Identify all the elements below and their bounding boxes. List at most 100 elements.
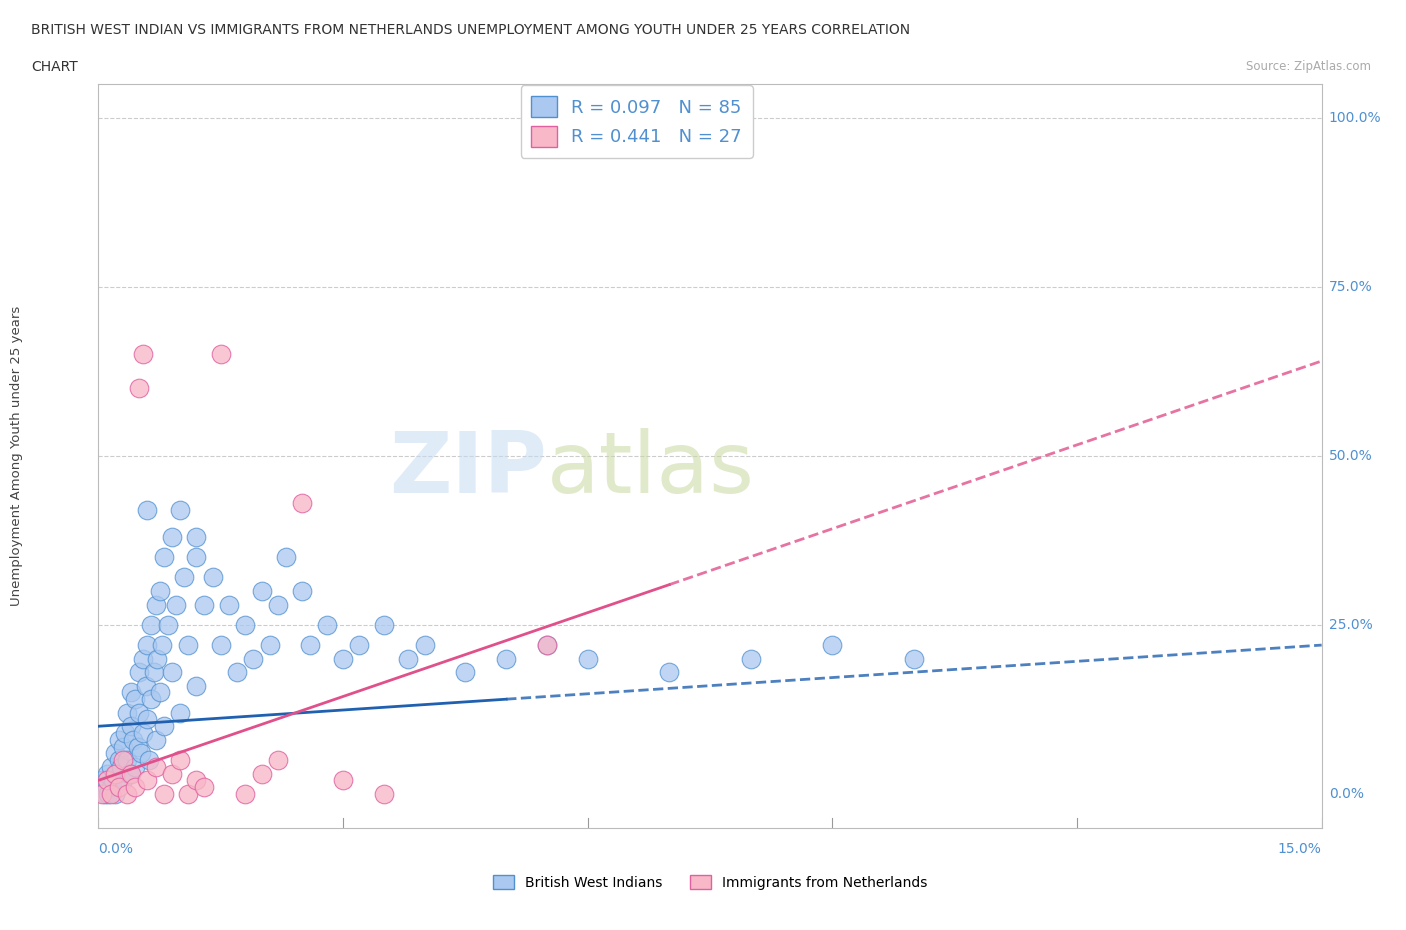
Point [145, 760, 167, 775]
Legend: British West Indians, Immigrants from Netherlands: British West Indians, Immigrants from Ne… [488, 870, 932, 896]
Point [267, 752, 290, 767]
Point [740, 651, 762, 666]
Point [118, 766, 141, 781]
Point [91, 787, 114, 802]
Point [160, 766, 183, 781]
Point [108, 732, 131, 747]
Text: atlas: atlas [547, 428, 755, 511]
Point [169, 752, 191, 767]
Point [136, 638, 159, 653]
Point [145, 732, 167, 747]
Point [332, 773, 354, 788]
Point [100, 779, 122, 794]
Point [373, 787, 395, 802]
Point [658, 665, 681, 680]
Point [536, 638, 558, 653]
Point [111, 739, 134, 754]
Point [209, 347, 232, 362]
Point [132, 725, 155, 740]
Point [115, 705, 138, 720]
Point [104, 766, 127, 781]
Point [259, 638, 281, 653]
Point [152, 787, 174, 802]
Point [332, 651, 354, 666]
Text: 100.0%: 100.0% [1329, 111, 1381, 125]
Point [135, 678, 157, 693]
Point [454, 665, 477, 680]
Point [114, 725, 136, 740]
Point [104, 787, 127, 802]
Point [101, 773, 124, 788]
Point [111, 773, 134, 788]
Point [96, 766, 118, 781]
Point [193, 597, 215, 612]
Point [150, 638, 173, 653]
Point [136, 773, 159, 788]
Point [141, 692, 163, 707]
Point [218, 597, 240, 612]
Point [132, 651, 155, 666]
Point [138, 752, 160, 767]
Point [152, 719, 174, 734]
Point [121, 732, 143, 747]
Point [160, 529, 183, 544]
Point [108, 752, 131, 767]
Point [226, 665, 249, 680]
Point [186, 550, 208, 565]
Point [186, 529, 208, 544]
Text: Source: ZipAtlas.com: Source: ZipAtlas.com [1246, 60, 1371, 73]
Point [193, 779, 215, 794]
Point [128, 380, 150, 395]
Point [903, 651, 925, 666]
Text: 25.0%: 25.0% [1329, 618, 1372, 631]
Point [177, 638, 200, 653]
Point [124, 760, 146, 775]
Point [124, 692, 146, 707]
Point [173, 570, 195, 585]
Point [233, 787, 256, 802]
Point [152, 550, 174, 565]
Point [145, 597, 167, 612]
Point [160, 665, 183, 680]
Point [413, 638, 436, 653]
Point [267, 597, 290, 612]
Point [149, 685, 172, 700]
Point [156, 618, 179, 632]
Point [576, 651, 599, 666]
Point [177, 787, 200, 802]
Point [233, 618, 256, 632]
Point [132, 347, 155, 362]
Text: Unemployment Among Youth under 25 years: Unemployment Among Youth under 25 years [10, 306, 24, 605]
Point [108, 779, 131, 794]
Point [105, 766, 128, 781]
Point [250, 583, 273, 598]
Point [349, 638, 371, 653]
Point [127, 739, 149, 754]
Point [201, 570, 224, 585]
Point [96, 779, 118, 794]
Point [136, 502, 159, 517]
Point [120, 719, 142, 734]
Point [120, 685, 142, 700]
Point [209, 638, 232, 653]
Text: 75.0%: 75.0% [1329, 280, 1372, 294]
Point [110, 760, 132, 775]
Text: BRITISH WEST INDIAN VS IMMIGRANTS FROM NETHERLANDS UNEMPLOYMENT AMONG YOUTH UNDE: BRITISH WEST INDIAN VS IMMIGRANTS FROM N… [31, 23, 910, 37]
Point [299, 638, 322, 653]
Text: 0.0%: 0.0% [98, 842, 134, 856]
Point [291, 583, 314, 598]
Point [315, 618, 337, 632]
Point [291, 496, 314, 511]
Point [100, 787, 122, 802]
Point [169, 502, 191, 517]
Point [111, 752, 134, 767]
Point [91, 773, 114, 788]
Point [124, 779, 146, 794]
Point [821, 638, 844, 653]
Point [96, 773, 118, 788]
Point [94, 787, 117, 802]
Text: 0.0%: 0.0% [1329, 787, 1364, 801]
Point [396, 651, 419, 666]
Point [115, 752, 138, 767]
Point [115, 787, 138, 802]
